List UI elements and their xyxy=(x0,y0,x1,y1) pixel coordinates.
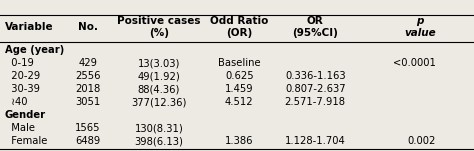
Text: OR
(95%CI): OR (95%CI) xyxy=(292,16,338,38)
Text: Male: Male xyxy=(5,124,35,133)
Text: 398(6.13): 398(6.13) xyxy=(134,137,183,146)
Text: Baseline: Baseline xyxy=(218,58,261,68)
Text: 377(12.36): 377(12.36) xyxy=(131,97,186,107)
Text: 13(3.03): 13(3.03) xyxy=(137,58,180,68)
Text: 0.002: 0.002 xyxy=(408,137,436,146)
Text: 2556: 2556 xyxy=(75,71,100,81)
Text: 88(4.36): 88(4.36) xyxy=(137,84,180,94)
Text: Positive cases
(%): Positive cases (%) xyxy=(117,16,201,38)
Text: 0.625: 0.625 xyxy=(225,71,254,81)
Text: 1565: 1565 xyxy=(75,124,100,133)
Text: 130(8.31): 130(8.31) xyxy=(135,124,183,133)
Text: 3051: 3051 xyxy=(75,97,100,107)
Text: 4.512: 4.512 xyxy=(225,97,254,107)
Text: 20-29: 20-29 xyxy=(5,71,40,81)
Text: 0-19: 0-19 xyxy=(5,58,34,68)
Text: 1.459: 1.459 xyxy=(225,84,254,94)
Text: 30-39: 30-39 xyxy=(5,84,40,94)
Text: Female: Female xyxy=(5,137,47,146)
Text: 1.386: 1.386 xyxy=(225,137,254,146)
Text: Odd Ratio
(OR): Odd Ratio (OR) xyxy=(210,16,269,38)
Text: ≀40: ≀40 xyxy=(5,97,27,107)
Text: 429: 429 xyxy=(78,58,97,68)
Text: 49(1.92): 49(1.92) xyxy=(137,71,180,81)
Text: 2018: 2018 xyxy=(75,84,100,94)
Text: Age (year): Age (year) xyxy=(5,45,64,55)
Text: Variable: Variable xyxy=(5,22,54,32)
Text: p
value: p value xyxy=(404,16,436,38)
Text: No.: No. xyxy=(78,22,98,32)
Text: 0.336-1.163: 0.336-1.163 xyxy=(285,71,346,81)
Text: 6489: 6489 xyxy=(75,137,100,146)
Text: Gender: Gender xyxy=(5,110,46,120)
Text: 1.128-1.704: 1.128-1.704 xyxy=(285,137,346,146)
Text: <0.0001: <0.0001 xyxy=(393,58,436,68)
Text: 2.571-7.918: 2.571-7.918 xyxy=(285,97,346,107)
Text: 0.807-2.637: 0.807-2.637 xyxy=(285,84,346,94)
